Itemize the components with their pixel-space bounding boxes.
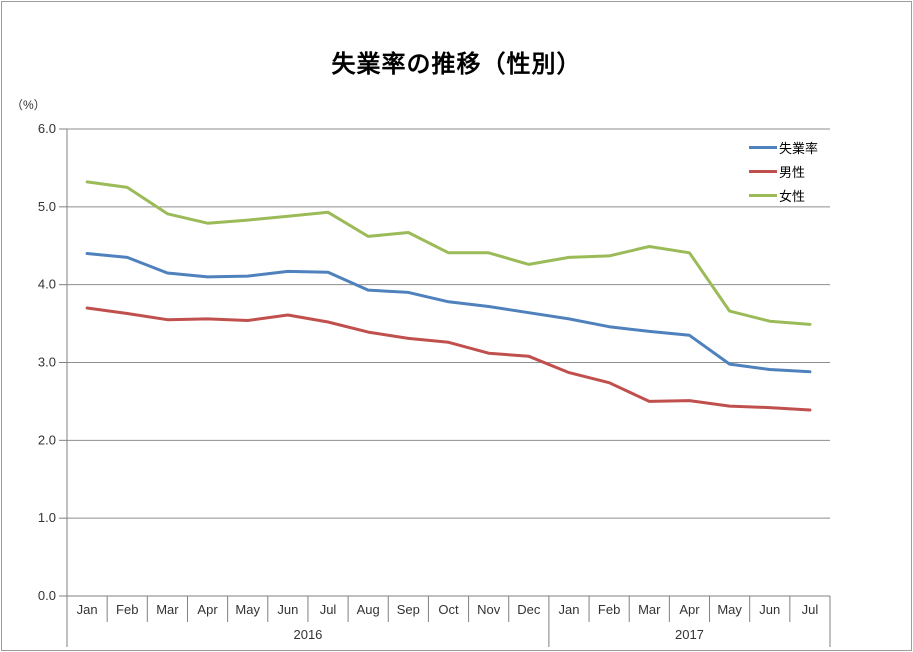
year-label: 2016: [293, 627, 322, 642]
y-tick-label: 4.0: [38, 277, 56, 292]
y-tick-label: 3.0: [38, 355, 56, 370]
month-label: May: [717, 602, 742, 617]
legend-line-swatch: [749, 145, 777, 149]
month-label: Feb: [116, 602, 138, 617]
legend: 失業率 男性 女性: [749, 135, 818, 207]
y-tick-label: 0.0: [38, 588, 56, 603]
month-label: Mar: [638, 602, 661, 617]
month-label: Jun: [759, 602, 780, 617]
legend-item-female: 女性: [749, 183, 818, 207]
month-label: Oct: [438, 602, 459, 617]
month-label: Jul: [320, 602, 337, 617]
legend-item-male: 男性: [749, 159, 818, 183]
month-label: Dec: [517, 602, 541, 617]
legend-label: 女性: [779, 188, 806, 204]
chart-title: 失業率の推移（性別）: [331, 51, 582, 78]
month-label: Nov: [477, 602, 501, 617]
legend-label: 失業率: [779, 140, 819, 156]
y-tick-label: 6.0: [38, 121, 56, 136]
month-label: Mar: [156, 602, 179, 617]
month-label: May: [235, 602, 260, 617]
month-label: Jan: [77, 602, 98, 617]
y-tick-label: 5.0: [38, 199, 56, 214]
legend-item-unemployment-rate: 失業率: [749, 135, 818, 159]
month-label: Jan: [558, 602, 579, 617]
month-label: Jul: [802, 602, 819, 617]
legend-line-swatch: [749, 169, 777, 173]
series-line-女性: [85, 180, 812, 326]
y-axis-unit-label: （%）: [11, 98, 46, 112]
y-tick-label: 2.0: [38, 432, 56, 447]
month-label: Aug: [357, 602, 380, 617]
month-label: Apr: [197, 602, 218, 617]
month-label: Apr: [679, 602, 700, 617]
month-label: Feb: [598, 602, 620, 617]
y-tick-label: 1.0: [38, 510, 56, 525]
legend-line-swatch: [749, 193, 777, 197]
legend-label: 男性: [779, 164, 806, 180]
month-label: Jun: [277, 602, 298, 617]
year-label: 2017: [675, 627, 704, 642]
series-line-失業率: [85, 252, 812, 374]
series-line-男性: [85, 306, 812, 412]
month-label: Sep: [397, 602, 420, 617]
